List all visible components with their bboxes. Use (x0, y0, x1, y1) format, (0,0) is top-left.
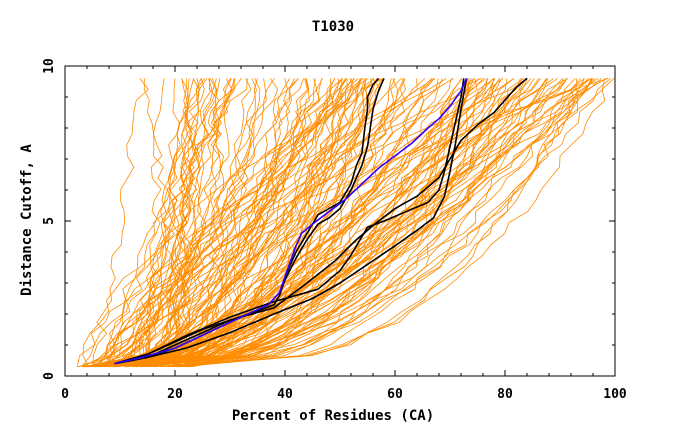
y-axis-label: Distance Cutoff, A (19, 144, 35, 296)
chart-title: T1030 (312, 19, 354, 35)
ensemble-curve (110, 78, 434, 366)
y-tick-label: 10 (42, 58, 57, 74)
plot-area (77, 78, 614, 366)
x-tick-label: 100 (603, 387, 627, 402)
ensemble-curve (95, 78, 585, 366)
x-tick-label: 0 (61, 387, 69, 402)
x-tick-label: 60 (387, 387, 403, 402)
x-tick-label: 40 (277, 387, 293, 402)
y-tick-label: 5 (42, 217, 57, 225)
x-axis-label: Percent of Residues (CA) (232, 408, 434, 424)
y-tick-label: 0 (42, 372, 57, 380)
x-tick-label: 20 (167, 387, 183, 402)
x-tick-label: 80 (497, 387, 513, 402)
